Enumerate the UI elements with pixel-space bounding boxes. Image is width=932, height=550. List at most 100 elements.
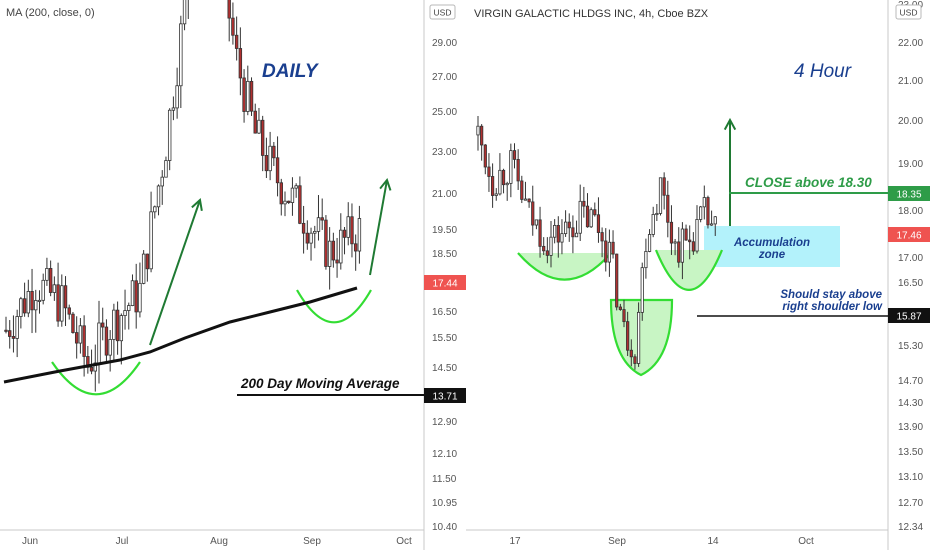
daily-candle <box>167 109 172 161</box>
daily-candle <box>41 279 45 301</box>
daily-candle <box>313 230 317 234</box>
four-hour-candle <box>571 227 575 238</box>
daily-candle <box>268 145 272 172</box>
four-hour-candle <box>589 209 593 228</box>
daily-candle <box>353 243 358 252</box>
four-hour-candle <box>710 223 714 226</box>
daily-arrow-projection-shaft <box>369 179 388 276</box>
four-hour-cup-patterns <box>517 249 724 377</box>
four-hour-candle <box>498 169 502 195</box>
daily-timeframe-label: DAILY <box>262 61 320 82</box>
daily-candle <box>320 217 324 221</box>
daily-candle <box>335 259 339 264</box>
four-hour-breakout-arrow <box>723 117 737 226</box>
daily-candle <box>164 160 168 178</box>
four-hour-time-tick: Sep <box>608 536 626 547</box>
daily-time-tick: Jul <box>116 536 129 547</box>
daily-candle <box>108 339 112 356</box>
four-hour-cup-head <box>609 298 674 377</box>
daily-cup-left <box>51 361 141 396</box>
four-hour-candle <box>523 198 528 201</box>
daily-ma-price-value: 13.71 <box>432 392 457 403</box>
four-hour-candle <box>655 213 659 216</box>
daily-candle <box>89 366 94 372</box>
four-hour-candle <box>658 177 663 214</box>
daily-candle <box>11 336 16 339</box>
daily-candle <box>234 34 239 49</box>
daily-candle <box>134 280 138 313</box>
accumulation-label-line2: zone <box>758 249 786 261</box>
daily-price-tick: 12.10 <box>432 449 457 460</box>
four-hour-candle <box>494 193 498 196</box>
four-hour-candle <box>600 232 604 242</box>
daily-candle <box>246 80 250 112</box>
daily-candle <box>227 0 231 19</box>
daily-candle <box>231 17 235 36</box>
symbol-title[interactable]: VIRGIN GALACTIC HLDGS INC, 4h, Cboe BZX <box>474 8 709 20</box>
daily-candle <box>331 240 336 261</box>
four-hour-candle <box>688 239 692 243</box>
four-hour-candle <box>618 306 622 310</box>
daily-candle <box>272 145 276 159</box>
daily-candle <box>101 322 105 328</box>
moving-average-annotation: 200 Day Moving Average <box>240 376 400 391</box>
four-hour-candle <box>611 241 615 255</box>
daily-chart-panel: MA (200, close, 0) DAILY 200 Day Moving … <box>0 0 466 550</box>
daily-candle <box>182 0 187 25</box>
four-hour-candle <box>629 349 633 358</box>
daily-candle <box>123 310 127 317</box>
daily-candle <box>82 325 86 357</box>
daily-candle <box>249 80 254 112</box>
daily-price-tick: 12.90 <box>432 417 457 428</box>
daily-current-price-value: 17.44 <box>432 279 457 290</box>
four-hour-price-tick: 18.00 <box>898 206 923 217</box>
daily-candle <box>316 217 321 232</box>
daily-price-tick: 16.50 <box>432 307 457 318</box>
breakout-annotation: CLOSE above 18.30 <box>745 175 872 190</box>
four-hour-candle <box>647 234 652 252</box>
four-hour-candle <box>607 241 612 263</box>
four-hour-candle <box>560 233 564 243</box>
four-hour-candle <box>490 176 495 196</box>
four-hour-currency-badge[interactable] <box>895 4 922 20</box>
daily-projection-arrows <box>149 177 392 346</box>
daily-candle <box>30 291 34 311</box>
four-hour-price-tick: 13.10 <box>898 472 923 483</box>
four-hour-candle <box>553 225 557 238</box>
daily-price-tick: 23.00 <box>432 147 457 158</box>
daily-candle <box>37 299 42 302</box>
daily-time-axis-ticks: Jun Jul Aug Sep Oct <box>22 536 412 547</box>
four-hour-price-tick: 22.00 <box>898 38 923 49</box>
daily-candle <box>26 291 31 314</box>
four-hour-candle <box>542 245 546 252</box>
daily-price-tick: 10.95 <box>432 498 457 509</box>
daily-candle <box>342 229 347 238</box>
daily-candle <box>127 305 131 311</box>
four-hour-candle <box>633 356 637 364</box>
daily-candle <box>327 240 332 267</box>
daily-candle <box>130 280 135 306</box>
daily-candle <box>283 200 287 205</box>
four-hour-candle <box>545 250 549 256</box>
four-hour-candle <box>699 206 703 220</box>
four-hour-candle <box>637 311 641 364</box>
daily-time-tick: Sep <box>303 536 321 547</box>
four-hour-price-tick: 13.90 <box>898 422 923 433</box>
four-hour-candle <box>509 150 513 184</box>
indicator-legend[interactable]: MA (200, close, 0) <box>6 7 95 19</box>
daily-candle <box>149 211 153 270</box>
four-hour-candle <box>582 200 586 207</box>
daily-candle <box>339 229 343 264</box>
four-hour-current-price-badge <box>888 227 930 242</box>
four-hour-candle <box>713 216 717 225</box>
breakout-price-value: 18.35 <box>896 190 921 201</box>
daily-price-tick: 25.00 <box>432 107 457 118</box>
daily-currency-badge[interactable] <box>429 4 456 20</box>
four-hour-arrow-breakout-head <box>723 117 737 131</box>
four-hour-candle <box>531 201 535 226</box>
four-hour-time-tick: 17 <box>509 536 521 547</box>
daily-candle <box>294 185 298 189</box>
four-hour-candle <box>476 125 480 136</box>
daily-candle <box>257 119 261 134</box>
four-hour-candle <box>534 219 539 226</box>
